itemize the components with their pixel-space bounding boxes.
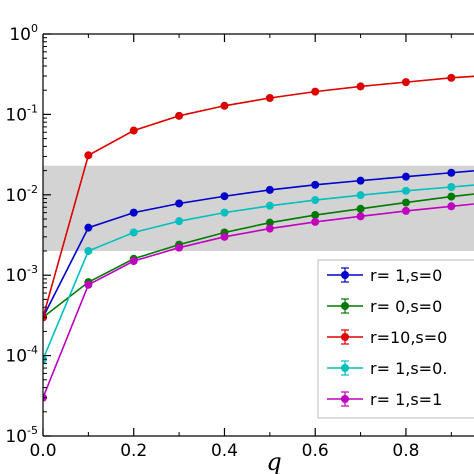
data-point (401, 172, 410, 181)
data-point (265, 93, 274, 102)
x-tick-label: 0.0 (29, 441, 56, 461)
legend-entry: r= 1,s=1 (327, 390, 442, 409)
data-point (220, 101, 229, 110)
y-tick-label: 10-1 (5, 102, 38, 125)
data-point (356, 191, 365, 200)
data-point (447, 202, 456, 211)
legend-marker (341, 333, 349, 341)
x-tick-label: 0.2 (120, 441, 147, 461)
data-point (401, 198, 410, 207)
data-point (129, 208, 138, 217)
y-tick-label: 10-5 (5, 424, 38, 447)
legend-label: r= 0,s=0 (370, 297, 442, 316)
data-point (447, 73, 456, 82)
data-point (220, 208, 229, 217)
legend-entry: r= 0,s=0 (327, 297, 442, 316)
data-point (265, 218, 274, 227)
data-point (356, 212, 365, 221)
shaded-band (43, 165, 474, 251)
data-point (447, 192, 456, 201)
y-tick-label: 10-4 (5, 344, 38, 367)
legend-label: r= 1,s=1 (370, 390, 442, 409)
legend-marker (341, 395, 349, 403)
data-point (311, 180, 320, 189)
data-point (265, 224, 274, 233)
plot-area (42, 33, 474, 437)
data-point (175, 111, 184, 120)
data-point (356, 176, 365, 185)
data-point (311, 211, 320, 220)
data-point (84, 246, 93, 255)
data-point (84, 151, 93, 160)
x-axis-label: q (266, 448, 281, 474)
data-point (129, 126, 138, 135)
series-2 (43, 73, 474, 322)
data-point (84, 280, 93, 289)
legend-marker (341, 302, 349, 310)
y-axis-ticks: 100 10-1 10-2 10-3 10-4 10-5 (5, 22, 51, 447)
data-point (129, 257, 138, 266)
legend-label: r=10,s=0 (370, 328, 447, 347)
data-point (447, 168, 456, 177)
x-axis-ticks: 0.0 0.2 0.4 0.6 0.8 (29, 34, 419, 461)
legend-entry: r= 1,s=0. (327, 359, 447, 378)
data-point (356, 204, 365, 213)
series-4 (43, 202, 474, 402)
series-3 (43, 183, 474, 364)
x-tick-label: 0.8 (392, 441, 419, 461)
x-tick-label: 0.4 (211, 441, 238, 461)
data-point (311, 87, 320, 96)
data-point (175, 243, 184, 252)
x-tick-label: 0.6 (302, 441, 329, 461)
legend-marker (341, 271, 349, 279)
data-point (175, 199, 184, 208)
legend: r= 1,s=0 r= 0,s=0 r=10,s=0 r= 1,s=0. r= 1,s=… (317, 259, 474, 419)
legend-marker (341, 364, 349, 372)
data-point (265, 201, 274, 210)
legend-entry: r= 1,s=0 (327, 266, 442, 285)
data-point (401, 186, 410, 195)
data-point (401, 206, 410, 215)
data-point (447, 183, 456, 192)
data-point (175, 217, 184, 226)
data-point (220, 232, 229, 241)
legend-label: r= 1,s=0 (370, 266, 442, 285)
y-tick-label: 10-3 (5, 263, 38, 286)
legend-label: r= 1,s=0. (370, 359, 447, 378)
data-point (220, 192, 229, 201)
data-point (401, 78, 410, 87)
data-point (311, 196, 320, 205)
data-point (84, 223, 93, 232)
data-point (129, 228, 138, 237)
data-point (311, 217, 320, 226)
y-tick-label: 100 (9, 22, 38, 45)
y-tick-label: 10-2 (5, 183, 38, 206)
legend-entry: r=10,s=0 (327, 328, 447, 347)
data-point (265, 185, 274, 194)
data-point (356, 82, 365, 91)
